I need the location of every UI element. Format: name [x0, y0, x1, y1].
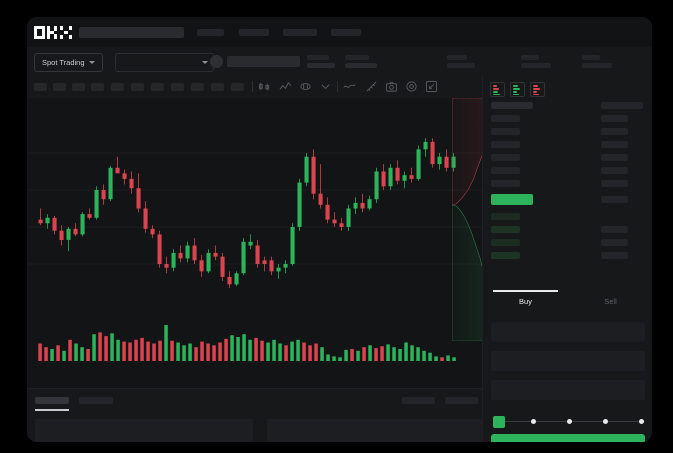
stat-2 — [345, 55, 377, 68]
indicators-icon[interactable] — [279, 80, 292, 93]
orderbook-bid-row[interactable] — [491, 252, 520, 259]
orderbook-best-size — [601, 196, 628, 203]
orderbook-ask-row[interactable] — [491, 180, 520, 187]
interval-custom[interactable] — [231, 83, 244, 91]
slider-handle[interactable] — [493, 416, 505, 428]
nav-item-2[interactable] — [239, 29, 269, 36]
interval-1w[interactable] — [171, 83, 184, 91]
nav-item-4[interactable] — [331, 29, 361, 36]
orders-list-right — [267, 419, 482, 442]
interval-30m[interactable] — [91, 83, 104, 91]
nav-item-3[interactable] — [283, 29, 317, 36]
slider-stop-50[interactable] — [567, 418, 572, 424]
interval-1m[interactable] — [34, 83, 47, 91]
price-chart-area[interactable] — [27, 98, 482, 388]
line-chart-icon[interactable] — [343, 80, 356, 93]
volume-chart[interactable] — [27, 313, 482, 383]
orderbook-bid-size — [601, 252, 628, 259]
orderbook-ask-size — [601, 115, 628, 122]
chart-toolbar — [27, 76, 482, 99]
tab-buy[interactable]: Buy — [519, 297, 532, 306]
candlestick-icon[interactable] — [258, 80, 271, 93]
orders-tab-open[interactable] — [35, 397, 69, 404]
orderbook-ask-size — [601, 128, 628, 135]
orderbook-ask-size — [601, 154, 628, 161]
orders-list-left — [35, 419, 253, 442]
orderbook-mode-group — [490, 82, 545, 97]
orders-tab-underline — [35, 409, 69, 411]
last-price-display — [227, 56, 300, 67]
orderbook-panel: Buy Sell — [482, 76, 652, 442]
order-price-field[interactable] — [491, 322, 645, 342]
interval-5m[interactable] — [53, 83, 66, 91]
orders-tab-history[interactable] — [79, 397, 113, 404]
interval-15m[interactable] — [72, 83, 85, 91]
chevron-down-icon — [202, 61, 208, 64]
orderbook-ask-row[interactable] — [491, 154, 520, 161]
chevron-down-icon — [88, 61, 95, 64]
interval-4h[interactable] — [131, 83, 144, 91]
instrument-header: Spot Trading — [27, 47, 652, 77]
orders-action-2[interactable] — [445, 397, 478, 404]
slider-stop-25[interactable] — [531, 418, 536, 424]
orderbook-bid-row[interactable] — [491, 213, 520, 220]
orderbook-bid-row[interactable] — [491, 239, 520, 246]
spot-trading-dropdown[interactable]: Spot Trading — [34, 53, 103, 72]
slider-stop-75[interactable] — [603, 418, 608, 424]
snapshot-icon[interactable] — [385, 80, 398, 93]
nav-item-1[interactable] — [197, 29, 224, 36]
tab-sell[interactable]: Sell — [604, 297, 617, 306]
order-amount-slider[interactable] — [493, 416, 645, 428]
orders-panel — [27, 388, 482, 442]
orderbook-bid-row[interactable] — [491, 226, 520, 233]
stat-1 — [307, 55, 335, 68]
slider-stop-100[interactable] — [639, 418, 644, 424]
orderbook-ask-size — [601, 141, 628, 148]
compare-icon[interactable] — [319, 80, 332, 93]
okx-logo[interactable] — [34, 26, 72, 39]
orders-action-1[interactable] — [402, 397, 435, 404]
drawing-tools-icon[interactable] — [365, 80, 378, 93]
orderbook-ask-row[interactable] — [491, 115, 520, 122]
orderbook-ask-size — [601, 167, 628, 174]
fullscreen-icon[interactable] — [425, 80, 438, 93]
global-search-input[interactable] — [79, 27, 184, 38]
app-screen: Spot Trading — [27, 17, 652, 442]
orderbook-ask-size — [601, 180, 628, 187]
orderbook-best-price[interactable] — [491, 194, 533, 205]
stat-4 — [521, 55, 551, 68]
order-total-field[interactable] — [491, 380, 645, 400]
orderbook-bids-icon[interactable] — [510, 82, 525, 97]
settings-icon[interactable] — [405, 80, 418, 93]
orderbook-bid-size — [601, 239, 628, 246]
trading-pair-select[interactable] — [115, 53, 214, 72]
submit-buy-button[interactable] — [491, 434, 645, 442]
orderbook-both-icon[interactable] — [490, 82, 505, 97]
device-bezel: Spot Trading — [3, 3, 670, 450]
orderbook-asks-icon[interactable] — [530, 82, 545, 97]
coin-avatar — [210, 55, 223, 68]
orderbook-bid-size — [601, 226, 628, 233]
interval-more[interactable] — [211, 83, 224, 91]
stat-5 — [582, 55, 612, 68]
orderbook-header-left — [491, 102, 533, 109]
order-amount-field[interactable] — [491, 351, 645, 371]
orderbook-header-right — [601, 102, 643, 109]
interval-1h[interactable] — [111, 83, 124, 91]
orderbook-ask-row[interactable] — [491, 167, 520, 174]
spot-trading-label: Spot Trading — [42, 58, 85, 67]
interval-1M[interactable] — [191, 83, 204, 91]
top-navigation-bar — [27, 17, 652, 47]
orderbook-ask-row[interactable] — [491, 128, 520, 135]
orderbook-ask-row[interactable] — [491, 141, 520, 148]
stat-3 — [447, 55, 475, 68]
candlestick-chart[interactable] — [27, 98, 482, 313]
chart-type-icon[interactable] — [299, 80, 312, 93]
orderbook-rows[interactable] — [483, 102, 652, 290]
interval-1d[interactable] — [151, 83, 164, 91]
buy-sell-tabs: Buy Sell — [483, 290, 652, 316]
active-tab-underline — [493, 290, 558, 292]
